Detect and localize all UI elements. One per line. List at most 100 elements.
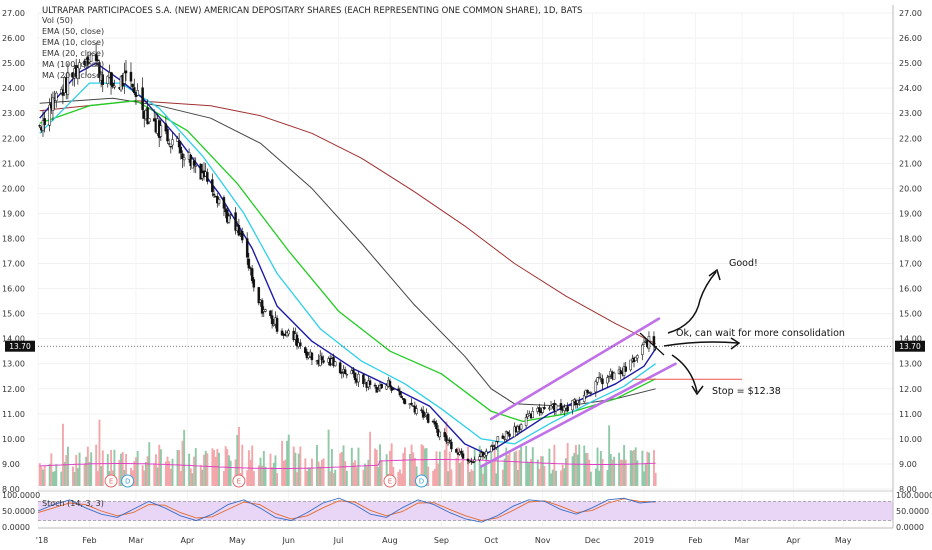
volume-bar <box>251 445 254 486</box>
candle-body <box>264 309 267 312</box>
volume-bar <box>317 461 320 486</box>
candle-body <box>636 355 639 359</box>
x-tick-label: Aug <box>382 536 398 545</box>
legend-item-vol[interactable]: Vol (50) <box>42 16 73 25</box>
volume-bar <box>538 468 541 486</box>
volume-bar <box>555 470 557 486</box>
candle-body <box>606 377 609 384</box>
volume-bar <box>468 471 471 486</box>
candle-body <box>357 374 360 383</box>
volume-bar <box>276 473 279 486</box>
grid <box>37 12 893 527</box>
y-tick-label-left: 17.00 <box>2 260 25 269</box>
candle-body <box>582 395 586 402</box>
volume-bar <box>355 467 358 486</box>
volume-bar <box>158 444 161 486</box>
volume-bar <box>179 471 182 486</box>
candle-body <box>61 91 65 96</box>
volume-bar <box>159 449 162 486</box>
candle-body <box>594 381 598 393</box>
candle-body <box>445 435 448 442</box>
volume-bar <box>135 457 137 486</box>
volume-bar <box>583 445 586 486</box>
candle-body <box>485 451 488 456</box>
volume-bar <box>66 446 69 486</box>
volume-bar <box>281 440 284 486</box>
dividend-badge[interactable] <box>121 474 135 488</box>
legend-item-ema50[interactable]: EMA (50, close) <box>42 27 104 36</box>
volume-bar <box>598 470 601 486</box>
volume-bar <box>136 451 139 486</box>
volume-bar <box>648 452 650 486</box>
candle-body <box>559 403 563 411</box>
candle-body <box>596 377 599 383</box>
volume-bar <box>450 469 453 486</box>
volume-bar <box>145 462 147 486</box>
volume-bar <box>271 466 274 486</box>
dividend-badge[interactable] <box>415 474 429 488</box>
candle-body <box>401 398 405 400</box>
candle-body <box>450 441 453 450</box>
volume-bar <box>38 463 41 486</box>
volume-bar <box>306 470 308 486</box>
candle-body <box>169 146 173 148</box>
candle-body <box>390 386 393 391</box>
volume-bar <box>272 462 275 486</box>
earnings-badge[interactable] <box>383 474 397 488</box>
volume-bar <box>339 453 342 486</box>
arrow-up-head <box>708 268 721 281</box>
volume-bar <box>367 459 370 486</box>
volume-bar <box>425 448 428 486</box>
candle-body <box>41 120 45 131</box>
volume-bar <box>397 471 400 486</box>
ma200-line <box>39 100 656 345</box>
volume-bar <box>654 472 657 486</box>
axes: '18 Feb Mar Apr May Jun Jul Aug Sep Oct Nov Dec 2019… <box>2 5 932 545</box>
x-tick-label: Oct <box>484 536 498 545</box>
candle-body <box>426 414 430 423</box>
candle-body <box>179 146 183 154</box>
volume-bar <box>141 465 144 486</box>
current-price-box-left <box>5 340 35 352</box>
candle-body <box>466 458 470 462</box>
volume-bar <box>412 452 415 486</box>
trend-channel <box>479 317 677 468</box>
y-tick-label-right: 21.00 <box>899 159 922 168</box>
volume-bar <box>169 468 172 486</box>
volume-bar <box>525 445 528 486</box>
candle-body <box>478 456 481 461</box>
channel-upper <box>489 317 661 421</box>
y-tick-label-left: 19.00 <box>2 209 25 218</box>
volume-bar <box>629 450 632 486</box>
y-tick-label-right: 16.00 <box>899 285 922 294</box>
candle-body <box>275 317 279 332</box>
volume-bar <box>201 469 204 486</box>
candle-body <box>531 411 534 418</box>
legend-item-ema20[interactable]: EMA (20, close) <box>42 49 104 58</box>
legend-item-ema10[interactable]: EMA (10, close) <box>42 38 104 47</box>
candle-body <box>577 401 581 403</box>
volume-bar <box>611 459 614 486</box>
volume-bar <box>586 453 589 486</box>
earnings-badge[interactable] <box>232 474 246 488</box>
volume-bar <box>75 454 78 486</box>
volume-bar <box>296 472 298 486</box>
earnings-badge[interactable] <box>104 474 118 488</box>
volume-bar <box>204 450 207 486</box>
volume-bar <box>472 470 474 486</box>
volume-bar <box>548 448 551 486</box>
candle-body <box>66 72 70 95</box>
volume-bar <box>423 448 426 486</box>
volume-bar <box>166 456 169 486</box>
volume-bar <box>588 459 591 486</box>
candle-body <box>106 76 109 85</box>
legend-item-ma200[interactable]: MA (200, close) <box>42 71 104 80</box>
volume-bar <box>121 452 124 486</box>
legend-item-ma100[interactable]: MA (100, close) <box>42 60 104 69</box>
current-price-box-right <box>895 340 925 352</box>
volume-bar <box>458 463 461 486</box>
channel-lower <box>479 362 677 468</box>
